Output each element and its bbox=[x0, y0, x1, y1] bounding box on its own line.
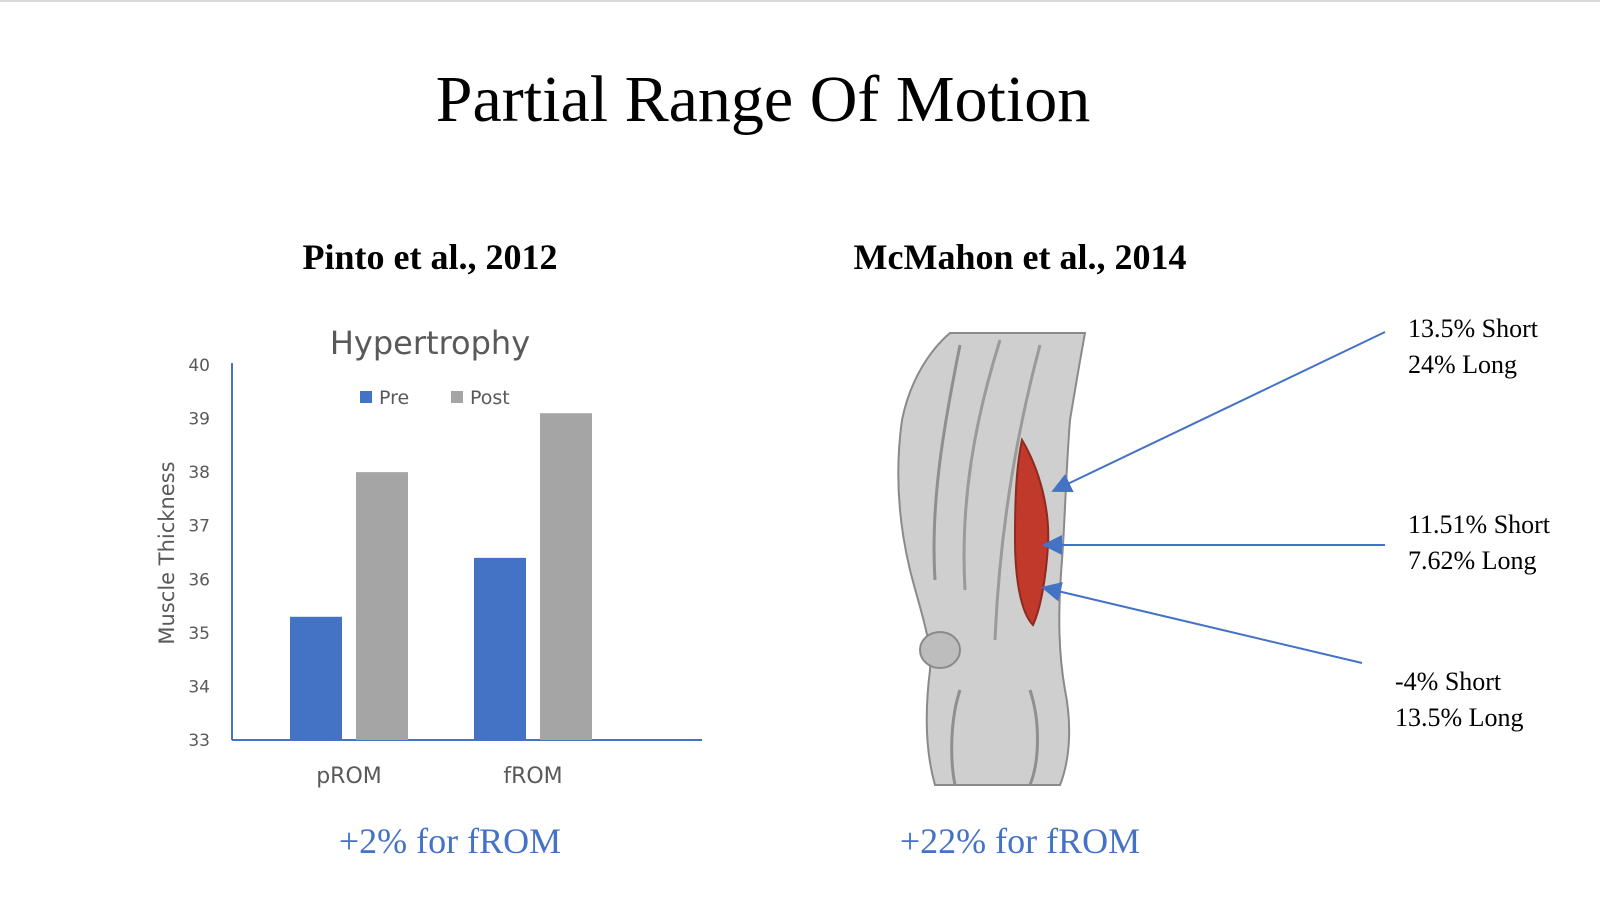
arrow-label-upper: 13.5% Short 24% Long bbox=[1408, 311, 1538, 383]
y-tick-label: 33 bbox=[188, 731, 210, 751]
y-tick-label: 34 bbox=[188, 677, 210, 697]
y-tick-label: 38 bbox=[188, 463, 210, 483]
label-middle-long: 7.62% Long bbox=[1408, 546, 1537, 575]
chart-title: Hypertrophy bbox=[330, 324, 530, 362]
y-tick-label: 37 bbox=[188, 517, 210, 537]
y-tick-label: 35 bbox=[188, 624, 210, 644]
leg-muscle-illustration bbox=[897, 332, 1087, 786]
highlighted-muscle-icon bbox=[1013, 437, 1050, 627]
legend-swatch-pre bbox=[360, 391, 372, 403]
slide-title: Partial Range Of Motion bbox=[435, 63, 1091, 136]
label-lower-long: 13.5% Long bbox=[1395, 703, 1524, 732]
label-upper-short: 13.5% Short bbox=[1408, 314, 1538, 343]
label-upper-long: 24% Long bbox=[1408, 350, 1518, 379]
legend-label-post: Post bbox=[470, 387, 510, 409]
y-tick-label: 36 bbox=[188, 570, 210, 590]
bar-pre-from bbox=[474, 557, 526, 740]
x-tick-label: pROM bbox=[316, 764, 382, 789]
right-summary: +22% for fROM bbox=[899, 821, 1141, 861]
y-axis-label: Muscle Thickness bbox=[155, 461, 179, 644]
right-study-citation: McMahon et al., 2014 bbox=[853, 237, 1187, 277]
x-tick-label: fROM bbox=[503, 764, 562, 789]
y-tick-label: 40 bbox=[188, 356, 210, 376]
arrow-label-lower: -4% Short 13.5% Long bbox=[1395, 664, 1524, 736]
y-tick-label: 39 bbox=[188, 410, 210, 430]
label-middle-short: 11.51% Short bbox=[1408, 510, 1551, 539]
left-summary: +2% for fROM bbox=[338, 821, 562, 861]
legend-swatch-post bbox=[451, 391, 463, 403]
arrow-label-middle: 11.51% Short 7.62% Long bbox=[1408, 507, 1550, 579]
top-border bbox=[0, 0, 1600, 2]
bar-pre-prom bbox=[290, 616, 342, 740]
left-study-citation: Pinto et al., 2012 bbox=[302, 237, 558, 277]
legend-label-pre: Pre bbox=[379, 387, 409, 409]
arrow-3 bbox=[1041, 581, 1363, 664]
leg-muscle-icon bbox=[897, 332, 1087, 786]
bar-post-prom bbox=[356, 472, 408, 740]
label-lower-short: -4% Short bbox=[1395, 667, 1502, 696]
bar-post-from bbox=[540, 413, 592, 740]
arrow-1 bbox=[1051, 331, 1386, 493]
